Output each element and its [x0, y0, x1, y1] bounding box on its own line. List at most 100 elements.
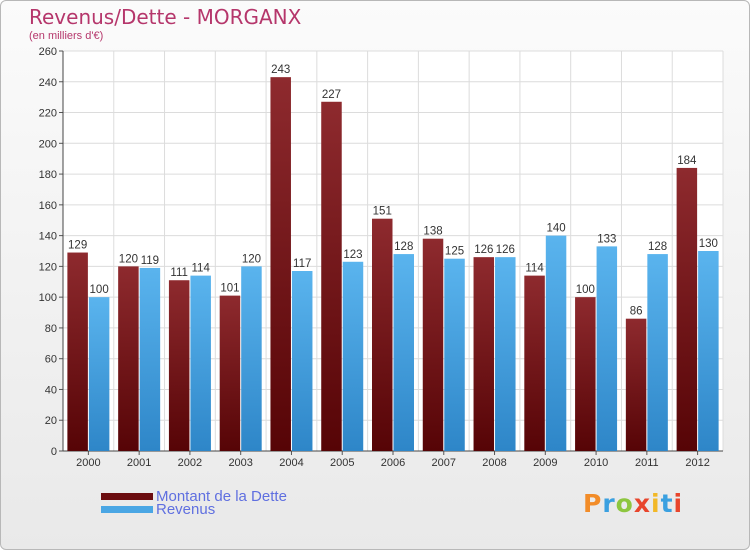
- bar-dette: [219, 295, 241, 451]
- y-tick-label: 180: [39, 169, 57, 181]
- x-tick-label: 2003: [228, 457, 252, 469]
- logo-letter: P: [583, 489, 603, 518]
- data-label-revenus: 130: [699, 238, 718, 250]
- bar-revenus: [444, 258, 465, 451]
- y-tick-label: 80: [45, 323, 57, 335]
- bar-dette: [118, 266, 139, 451]
- plot-area: [63, 51, 723, 451]
- logo-letter: r: [602, 489, 616, 518]
- data-label-dette: 86: [630, 306, 643, 318]
- data-label-dette: 114: [525, 263, 544, 275]
- bar-revenus: [495, 257, 516, 451]
- x-tick-label: 2007: [432, 457, 456, 469]
- data-label-revenus: 128: [394, 241, 413, 253]
- bar-dette: [270, 77, 291, 452]
- x-tick-label: 2009: [533, 457, 557, 469]
- data-label-dette: 120: [119, 253, 138, 265]
- bar-revenus: [291, 271, 313, 451]
- bar-dette: [422, 238, 444, 451]
- y-tick-label: 140: [39, 231, 57, 243]
- bar-dette: [67, 252, 88, 451]
- y-tick-label: 60: [45, 354, 57, 366]
- y-tick-label: 20: [45, 415, 57, 427]
- chart-title: Revenus/Dette - MORGANX: [29, 5, 302, 29]
- data-label-dette: 227: [322, 89, 341, 101]
- bar-dette: [473, 257, 495, 451]
- y-tick-label: 120: [39, 261, 57, 273]
- data-label-dette: 129: [68, 240, 87, 252]
- grid-lines: [62, 50, 724, 452]
- bar-dette: [524, 275, 545, 451]
- data-label-revenus: 114: [192, 263, 211, 275]
- logo-letter: x: [633, 489, 651, 518]
- x-tick-label: 2000: [76, 457, 100, 469]
- bar-revenus: [139, 267, 161, 451]
- x-tick-label: 2004: [279, 457, 303, 469]
- data-label-dette: 101: [220, 283, 239, 295]
- legend-item-revenus: Revenus: [101, 500, 216, 518]
- data-label-dette: 126: [474, 244, 493, 256]
- proxiti-logo: Proxiti: [583, 489, 683, 518]
- data-label-revenus: 119: [141, 255, 159, 267]
- y-tick-label: 160: [39, 200, 57, 212]
- bar-dette: [676, 167, 698, 451]
- logo-letter: i: [673, 489, 684, 518]
- data-label-revenus: 117: [293, 258, 311, 270]
- bar-revenus: [698, 251, 719, 451]
- data-label-dette: 100: [576, 284, 595, 296]
- logo-letter: i: [651, 489, 661, 518]
- x-tick-label: 2012: [685, 457, 709, 469]
- data-label-revenus: 125: [445, 246, 464, 258]
- bar-dette: [372, 218, 393, 451]
- legend-swatch-revenus: [101, 505, 153, 513]
- legend-item-dette: Montant de la Dette: [101, 487, 287, 505]
- bar-revenus: [342, 261, 364, 451]
- bar-dette: [321, 101, 342, 452]
- y-tick-label: 200: [39, 138, 57, 150]
- bar-dette: [625, 318, 647, 451]
- data-label-revenus: 123: [343, 249, 362, 261]
- y-tick-label: 0: [51, 446, 57, 458]
- chart-subtitle: (en milliers d'€): [29, 30, 104, 42]
- x-tick-label: 2010: [584, 457, 608, 469]
- y-tick-label: 100: [39, 292, 57, 304]
- bar-revenus: [545, 235, 567, 451]
- bar-revenus: [647, 254, 668, 451]
- x-tick-label: 2005: [330, 457, 354, 469]
- x-tick-label: 2001: [127, 457, 151, 469]
- x-tick-label: 2006: [381, 457, 405, 469]
- bar-revenus: [393, 254, 414, 451]
- logo-letter: o: [615, 489, 634, 518]
- data-label-dette: 151: [373, 206, 392, 218]
- data-label-dette: 243: [271, 64, 290, 76]
- data-label-revenus: 140: [546, 223, 565, 235]
- legend-label-dette: Montant de la Dette: [156, 487, 287, 505]
- x-tick-label: 2008: [482, 457, 506, 469]
- data-label-revenus: 126: [496, 244, 515, 256]
- bar-revenus: [190, 275, 211, 451]
- bar-dette: [575, 297, 596, 451]
- bars: [67, 77, 719, 452]
- x-tick-label: 2011: [635, 457, 659, 469]
- y-tick-label: 40: [45, 384, 57, 396]
- y-tick-label: 220: [39, 108, 57, 120]
- y-tick-label: 260: [39, 46, 57, 58]
- legend-swatch-dette: [101, 492, 153, 500]
- data-label-revenus: 128: [648, 241, 667, 253]
- data-label-revenus: 100: [90, 284, 109, 296]
- bar-dette: [168, 280, 190, 451]
- x-tick-label: 2002: [178, 457, 202, 469]
- bar-revenus: [88, 297, 110, 451]
- y-tick-label: 240: [39, 77, 57, 89]
- data-label-revenus: 120: [242, 253, 261, 265]
- bar-revenus: [241, 266, 262, 451]
- bar-revenus: [596, 246, 618, 451]
- data-label-dette: 184: [677, 155, 697, 167]
- data-label-dette: 111: [170, 267, 187, 279]
- data-label-revenus: 133: [597, 233, 616, 245]
- legend-label-revenus: Revenus: [156, 500, 216, 518]
- logo-letter: t: [660, 489, 674, 518]
